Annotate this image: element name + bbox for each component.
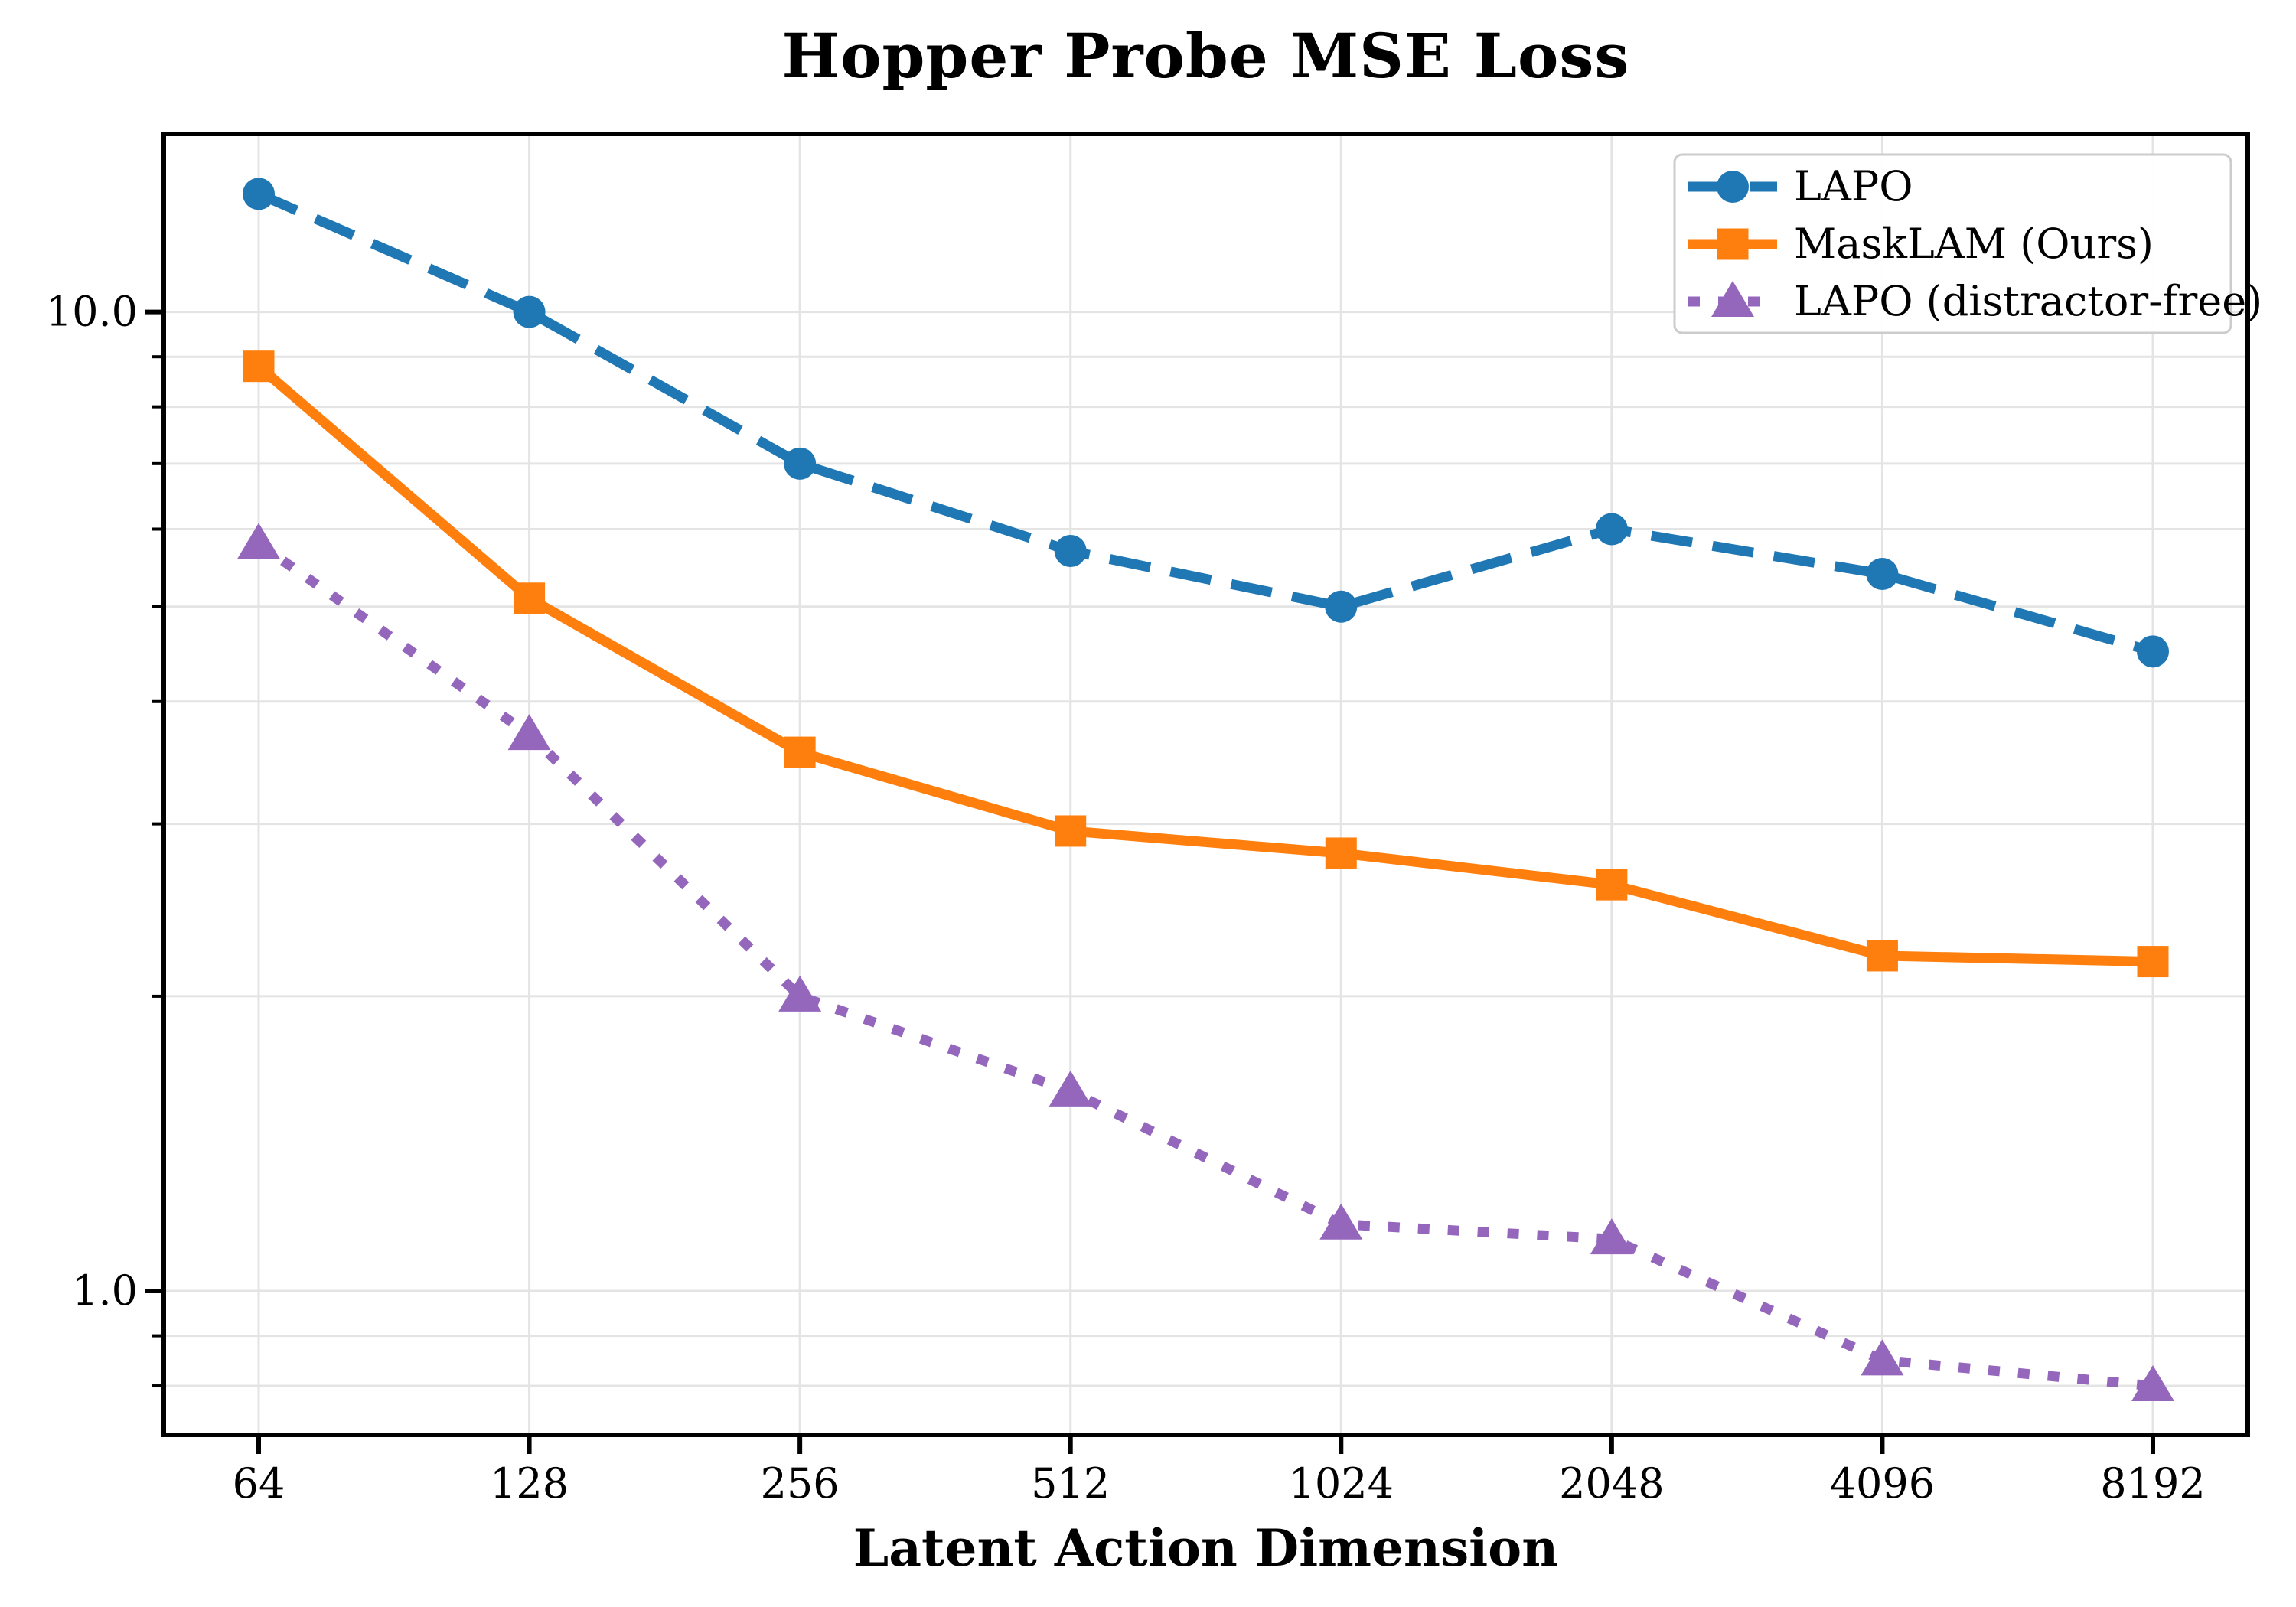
data-point-series-1 bbox=[784, 736, 816, 768]
data-point-series-0 bbox=[2137, 635, 2169, 668]
data-point-series-2 bbox=[1861, 1339, 1904, 1376]
data-point-series-2 bbox=[507, 714, 551, 751]
data-point-series-1 bbox=[2137, 946, 2169, 978]
data-point-series-1 bbox=[243, 350, 275, 383]
data-point-series-2 bbox=[2131, 1365, 2174, 1402]
x-tick-label: 64 bbox=[233, 1459, 285, 1508]
data-point-series-2 bbox=[1049, 1070, 1092, 1107]
x-axis-label: Latent Action Dimension bbox=[853, 1518, 1559, 1578]
legend-sample-marker-1 bbox=[1717, 228, 1749, 260]
data-point-series-0 bbox=[1595, 513, 1628, 546]
data-point-series-0 bbox=[1866, 558, 1899, 591]
data-point-series-2 bbox=[1590, 1218, 1633, 1255]
legend-sample-marker-2 bbox=[1711, 281, 1754, 317]
axes-spines bbox=[161, 132, 2250, 1437]
data-point-series-0 bbox=[1325, 590, 1358, 623]
data-point-series-1 bbox=[1325, 837, 1357, 869]
legend-box bbox=[1673, 153, 2232, 334]
data-point-series-0 bbox=[243, 178, 275, 210]
x-tick-label: 8192 bbox=[2100, 1459, 2205, 1508]
x-tick-label: 1024 bbox=[1289, 1459, 1394, 1508]
x-tick-label: 2048 bbox=[1559, 1459, 1664, 1508]
x-tick-label: 512 bbox=[1031, 1459, 1110, 1508]
data-point-series-2 bbox=[1319, 1203, 1363, 1240]
y-tick-label: 1.0 bbox=[72, 1266, 138, 1315]
data-point-series-1 bbox=[1055, 815, 1087, 847]
x-tick-label: 128 bbox=[490, 1459, 569, 1508]
series-line-2 bbox=[256, 539, 2154, 1391]
data-point-series-2 bbox=[237, 523, 280, 559]
legend-label-1: MaskLAM (Ours) bbox=[1794, 220, 2154, 268]
data-point-series-1 bbox=[514, 582, 546, 614]
legend-label-0: LAPO bbox=[1794, 162, 1913, 210]
x-tick-label: 4096 bbox=[1830, 1459, 1935, 1508]
series-line-1 bbox=[255, 362, 2154, 967]
legend-label-2: LAPO (distractor-free) bbox=[1794, 277, 2262, 325]
series-line-0 bbox=[256, 189, 2154, 657]
chart-title: Hopper Probe MSE Loss bbox=[781, 20, 1630, 92]
data-point-series-2 bbox=[778, 975, 822, 1012]
data-point-series-1 bbox=[1866, 940, 1898, 972]
x-tick-label: 256 bbox=[761, 1459, 840, 1508]
data-point-series-1 bbox=[1596, 869, 1628, 901]
legend-sample-marker-0 bbox=[1717, 171, 1749, 203]
data-point-series-0 bbox=[784, 447, 817, 480]
data-point-series-0 bbox=[513, 295, 546, 328]
data-point-series-0 bbox=[1054, 534, 1087, 567]
y-tick-label: 10.0 bbox=[46, 288, 138, 336]
